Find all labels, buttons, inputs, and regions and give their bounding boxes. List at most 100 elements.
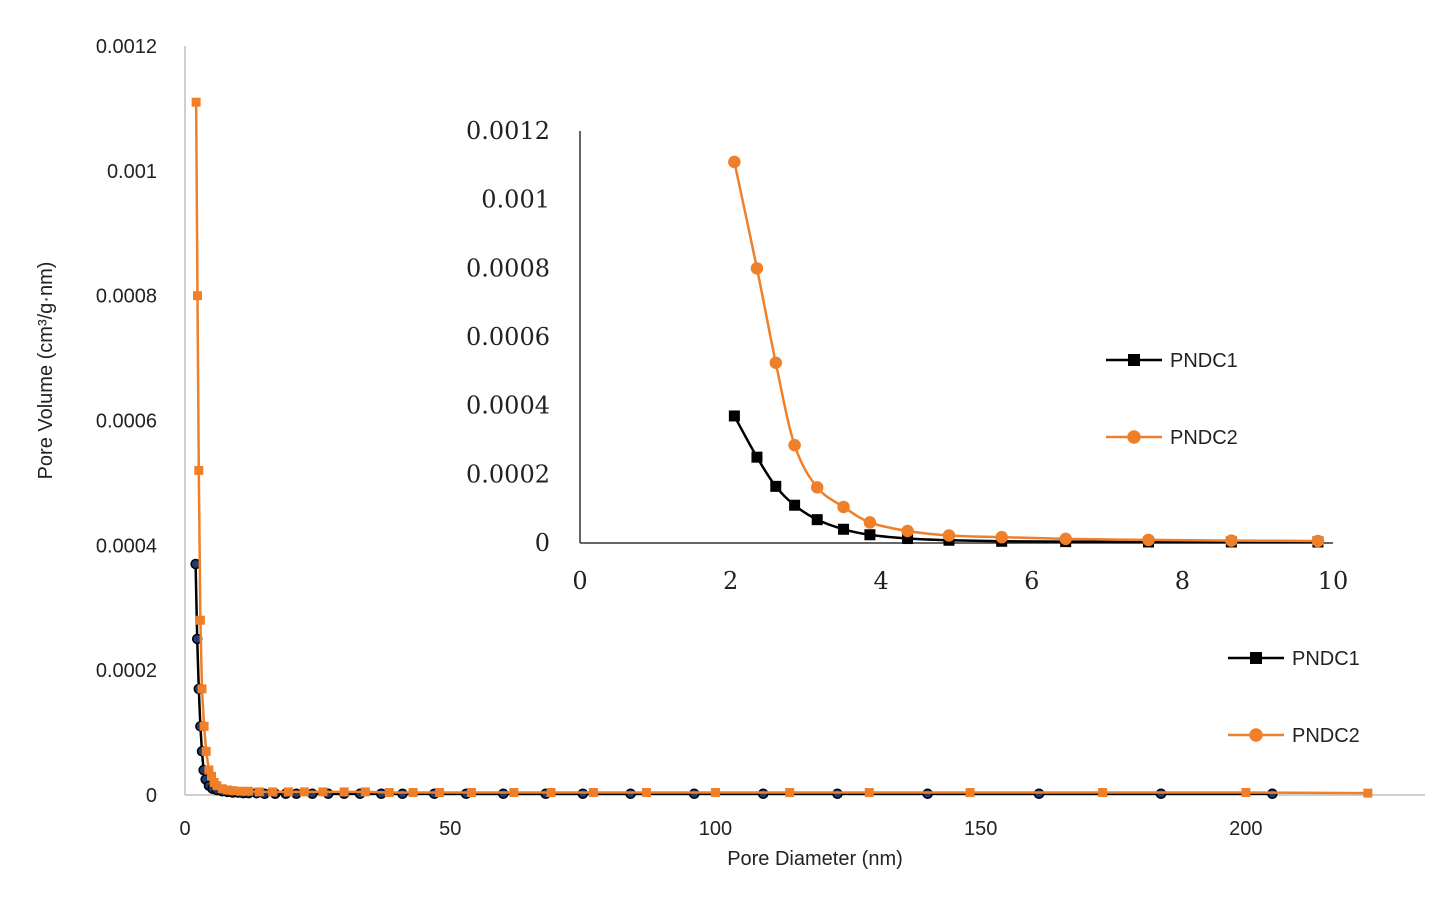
- main-legend-label: PNDC2: [1292, 725, 1360, 747]
- main-point-pndc2: [710, 788, 720, 798]
- main-point-pndc2: [641, 788, 651, 798]
- main-legend-label: PNDC1: [1292, 648, 1360, 670]
- inset-y-tick-label: 0.0008: [466, 254, 550, 282]
- main-point-pndc2: [204, 765, 214, 775]
- main-point-pndc2: [384, 788, 394, 798]
- main-point-pndc2: [588, 788, 598, 798]
- main-x-tick-label: 150: [964, 818, 997, 840]
- inset-x-tick-label: 6: [1024, 567, 1039, 595]
- inset-point-pndc1: [789, 499, 801, 511]
- inset-point-pndc2: [810, 481, 824, 494]
- main-point-pndc2: [236, 786, 246, 796]
- main-point-pndc2: [339, 787, 349, 797]
- main-point-pndc2: [318, 787, 328, 797]
- main-point-pndc2: [1241, 788, 1251, 798]
- main-y-tick-label: 0.0012: [96, 36, 157, 58]
- main-y-tick-label: 0.001: [107, 161, 157, 183]
- main-point-pndc2: [435, 788, 445, 798]
- inset-point-pndc2: [863, 516, 877, 529]
- main-point-pndc2: [197, 684, 207, 694]
- inset-y-tick-label: 0.0012: [466, 117, 550, 145]
- main-point-pndc2: [222, 785, 232, 795]
- main-legend-item-pndc1: PNDC1: [1228, 648, 1360, 670]
- inset-point-pndc2: [750, 262, 764, 275]
- main-point-pndc2: [212, 781, 222, 791]
- main-point-pndc2: [546, 788, 556, 798]
- inset-legend-marker: [1128, 354, 1140, 366]
- main-point-pndc2: [864, 788, 874, 798]
- inset-x-tick-label: 4: [874, 567, 889, 595]
- inset-point-pndc2: [837, 500, 850, 514]
- main-x-tick-label: 0: [179, 818, 190, 840]
- main-y-tick-label: 0: [146, 785, 157, 807]
- main-point-pndc1: [376, 788, 387, 800]
- main-series-pndc2: [191, 97, 1373, 798]
- main-point-pndc2: [283, 787, 293, 797]
- inset-point-pndc2: [728, 155, 741, 169]
- inset-point-pndc2: [942, 529, 956, 542]
- inset-point-pndc1: [902, 533, 914, 545]
- main-y-tick-label: 0.0006: [96, 411, 157, 433]
- inset-point-pndc2: [995, 530, 1008, 544]
- inset-legend-label: PNDC2: [1170, 427, 1238, 449]
- inset-point-pndc2: [788, 438, 801, 452]
- inset-point-pndc2: [1142, 533, 1155, 547]
- main-y-tick-label: 0.0002: [96, 660, 157, 682]
- inset-plot: 0 0.0002 0.0004 0.0006 0.0008 0.001 0.0012 0 2 4 6…: [466, 117, 1348, 595]
- inset-point-pndc1: [864, 529, 876, 541]
- inset-point-pndc1: [811, 514, 823, 526]
- main-x-tick-label: 50: [439, 818, 461, 840]
- inset-point-pndc2: [1225, 534, 1238, 547]
- main-point-pndc2: [201, 746, 211, 756]
- inset-point-pndc2: [901, 524, 914, 538]
- main-point-pndc2: [254, 787, 264, 797]
- main-legend-marker: [1249, 728, 1263, 742]
- main-legend-item-pndc2: PNDC2: [1228, 725, 1360, 747]
- inset-point-pndc1: [728, 410, 740, 422]
- inset-x-tick-label: 8: [1175, 567, 1190, 595]
- main-point-pndc2: [191, 97, 201, 107]
- main-point-pndc2: [509, 788, 519, 798]
- main-y-axis-title: Pore Volume (cm³/g·nm): [35, 262, 57, 480]
- main-point-pndc2: [299, 787, 309, 797]
- main-point-pndc2: [217, 784, 227, 794]
- inset-legend-label: PNDC1: [1170, 350, 1238, 372]
- main-point-pndc2: [360, 787, 370, 797]
- main-point-pndc2: [1098, 788, 1108, 798]
- main-point-pndc2: [194, 465, 204, 475]
- inset-legend-item-pndc2: PNDC2: [1106, 427, 1238, 449]
- main-line-pndc1: [194, 564, 1273, 796]
- main-point-pndc2: [408, 788, 418, 798]
- main-y-tick-label: 0.0008: [96, 286, 157, 308]
- inset-y-tick-label: 0.001: [481, 186, 550, 214]
- inset-legend-marker: [1127, 430, 1141, 444]
- main-point-pndc2: [466, 788, 476, 798]
- inset-x-tick-label: 10: [1318, 567, 1349, 595]
- main-point-pndc2: [195, 615, 205, 625]
- inset-y-tick-label: 0.0004: [466, 392, 550, 420]
- main-point-pndc2: [199, 721, 209, 731]
- main-point-pndc2: [785, 788, 795, 798]
- inset-point-pndc1: [751, 451, 763, 463]
- inset-point-pndc2: [1059, 532, 1072, 546]
- inset-x-tick-label: 0: [572, 567, 587, 595]
- inset-x-tick-label: 2: [723, 567, 738, 595]
- main-x-tick-label: 100: [699, 818, 732, 840]
- inset-legend-item-pndc1: PNDC1: [1106, 350, 1238, 372]
- main-point-pndc2: [965, 788, 975, 798]
- inset-y-tick-label: 0.0002: [466, 460, 550, 488]
- inset-point-pndc2: [1311, 534, 1325, 548]
- main-x-axis-title: Pore Diameter (nm): [727, 848, 903, 870]
- main-point-pndc2: [207, 771, 217, 781]
- inset-y-tick-label: 0: [535, 529, 550, 557]
- main-point-pndc2: [1363, 788, 1373, 798]
- inset-y-tick-label: 0.0006: [466, 323, 550, 351]
- main-series-pndc1: [190, 558, 1278, 800]
- inset-point-pndc1: [770, 480, 782, 492]
- main-point-pndc2: [244, 786, 254, 796]
- inset-series-pndc2: [728, 155, 1325, 548]
- main-point-pndc1: [291, 788, 302, 800]
- main-point-pndc2: [192, 291, 202, 301]
